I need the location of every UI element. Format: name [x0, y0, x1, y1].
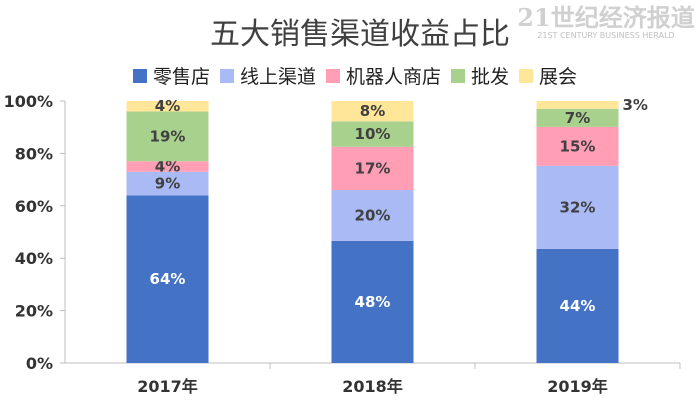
- legend-label: 批发: [471, 66, 509, 88]
- bar-segment: [331, 190, 414, 241]
- bar-segment: [536, 248, 619, 363]
- x-tick-label: 2017年: [137, 377, 198, 396]
- data-label: 64%: [150, 270, 186, 288]
- bars: 64%9%4%19%4%48%20%17%10%8%44%32%15%7%3%: [126, 96, 648, 363]
- data-label: 4%: [155, 97, 180, 115]
- bar-segment: [331, 146, 414, 191]
- y-tick-label: 60%: [15, 197, 53, 216]
- legend-swatch: [451, 69, 465, 83]
- data-label: 17%: [355, 159, 391, 177]
- y-tick-label: 80%: [15, 144, 53, 163]
- x-tick-label: 2018年: [342, 377, 403, 396]
- legend-label: 零售店: [153, 66, 210, 88]
- watermark-logo: 21世纪经济报道: [517, 3, 694, 32]
- bar-segment: [536, 165, 619, 249]
- data-label: 4%: [155, 158, 180, 176]
- legend-swatch: [326, 69, 340, 83]
- bar-segment: [331, 121, 414, 147]
- bar-segment: [536, 126, 619, 166]
- legend-label: 机器人商店: [346, 66, 441, 88]
- data-label: 32%: [560, 198, 596, 216]
- data-label: 3%: [623, 96, 648, 114]
- legend-swatch: [133, 69, 147, 83]
- bar-segment: [126, 101, 209, 112]
- x-tick-label: 2019年: [547, 377, 608, 396]
- x-axis-ticks: 2017年 2018年 2019年: [137, 363, 681, 396]
- bar-segment: [536, 108, 619, 127]
- bar-segment: [331, 101, 414, 122]
- data-label: 20%: [355, 206, 391, 224]
- legend-label: 线上渠道: [240, 66, 316, 88]
- bar-segment: [126, 111, 209, 162]
- bar-segment: [536, 101, 619, 109]
- legend: 零售店 线上渠道 机器人商店 批发 展会: [133, 66, 577, 88]
- y-tick-label: 20%: [15, 302, 53, 321]
- bar-segment: [126, 171, 209, 196]
- watermark-subtitle: 21ST CENTURY BUSINESS HERALD: [537, 31, 674, 40]
- data-label: 48%: [355, 293, 391, 311]
- bar-segment: [126, 195, 209, 363]
- y-tick-label: 40%: [15, 249, 53, 268]
- data-label: 8%: [360, 102, 385, 120]
- data-label: 44%: [560, 297, 596, 315]
- data-label: 7%: [565, 109, 590, 127]
- chart-title: 五大销售渠道收益占比: [210, 17, 510, 52]
- bar-segment: [331, 240, 414, 363]
- y-tick-label: 100%: [4, 92, 53, 111]
- legend-swatch: [220, 69, 234, 83]
- y-tick-label: 0%: [26, 354, 53, 373]
- bar-segment: [126, 161, 209, 172]
- data-label: 15%: [560, 137, 596, 155]
- data-label: 19%: [150, 127, 186, 145]
- legend-label: 展会: [539, 66, 577, 88]
- data-label: 10%: [355, 125, 391, 143]
- legend-swatch: [519, 69, 533, 83]
- data-label: 9%: [155, 175, 180, 193]
